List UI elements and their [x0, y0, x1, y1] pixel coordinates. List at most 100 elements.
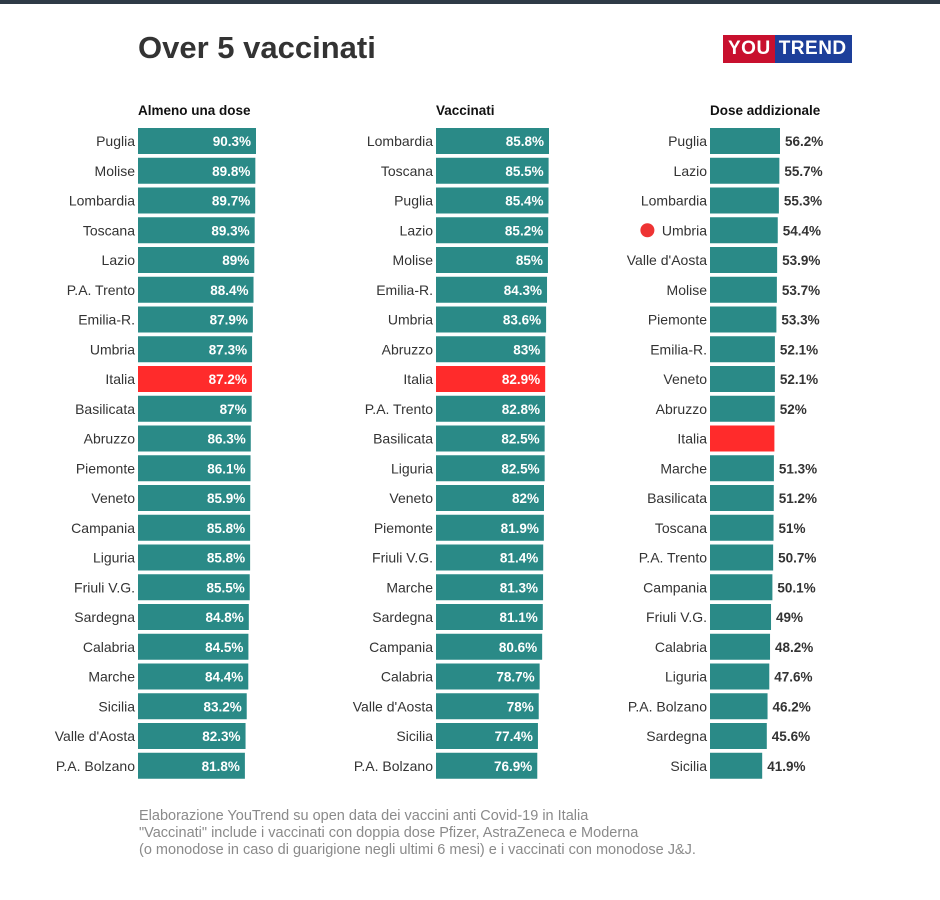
category-label-abruzzo: Abruzzo: [382, 341, 434, 357]
category-label-piemonte: Piemonte: [648, 312, 707, 328]
category-label-lazio: Lazio: [102, 252, 136, 268]
category-label-veneto: Veneto: [663, 371, 707, 387]
bar-toscana: [710, 514, 774, 541]
value-label-veneto: 85.9%: [207, 491, 245, 506]
bar-campania: [436, 633, 543, 660]
bar-puglia: [138, 128, 256, 154]
value-label-umbria: 87.3%: [209, 342, 247, 357]
category-label-basilicata: Basilicata: [373, 431, 433, 447]
value-label-abruzzo: 86.3%: [207, 432, 245, 447]
value-label-valle-d-aosta: 82.3%: [202, 729, 240, 744]
youtrend-logo: YOU TREND: [723, 35, 852, 63]
value-label-calabria: 84.5%: [205, 640, 243, 655]
value-label-valle-d-aosta: 78%: [507, 699, 534, 714]
bar-lombardia: [138, 187, 256, 214]
value-label-lombardia: 85.8%: [506, 134, 544, 149]
category-label-lazio: Lazio: [674, 163, 708, 179]
bar-molise: [138, 157, 256, 184]
bar-emilia-r: [436, 276, 548, 303]
category-label-piemonte: Piemonte: [76, 460, 135, 476]
bar-calabria: [710, 633, 771, 660]
value-label-basilicata: 87%: [220, 402, 247, 417]
category-label-umbria: Umbria: [662, 222, 707, 238]
value-label-sicilia: 41.9%: [767, 759, 805, 774]
bar-sardegna: [138, 604, 249, 630]
bar-sardegna: [710, 723, 767, 749]
value-label-p-a-trento: 88.4%: [210, 283, 248, 298]
value-label-lazio: 85.2%: [505, 223, 543, 238]
value-label-molise: 89.8%: [212, 164, 250, 179]
category-label-calabria: Calabria: [83, 639, 135, 655]
bar-p-a-trento: [710, 544, 774, 571]
bar-veneto: [436, 485, 544, 511]
bar-p-a-bolzano: [138, 752, 245, 779]
value-label-marche: 84.4%: [205, 670, 243, 685]
highlight-dot-marker: [640, 223, 655, 238]
value-label-basilicata: 82.5%: [501, 432, 539, 447]
category-label-sicilia: Sicilia: [670, 758, 707, 774]
value-label-umbria: 83.6%: [503, 313, 541, 328]
bar-sicilia: [710, 752, 763, 779]
category-label-umbria: Umbria: [90, 341, 135, 357]
value-label-abruzzo: 52%: [780, 402, 807, 417]
footnote-line-1: Elaborazione YouTrend su open data dei v…: [139, 808, 589, 824]
category-label-emilia-r: Emilia-R.: [376, 282, 433, 298]
category-label-friuli-v-g: Friuli V.G.: [372, 550, 433, 566]
top-border: [0, 0, 940, 4]
bar-lombardia: [436, 128, 549, 154]
value-label-sardegna: 84.8%: [206, 610, 244, 625]
value-label-friuli-v-g: 85.5%: [206, 580, 244, 595]
category-label-veneto: Veneto: [389, 490, 433, 506]
bar-friuli-v-g: [138, 574, 250, 601]
bar-italia: [138, 366, 252, 392]
bar-sicilia: [436, 723, 538, 749]
bar-emilia-r: [138, 306, 253, 333]
value-label-calabria: 48.2%: [775, 640, 813, 655]
chart-title-dose-addizionale: Dose addizionale: [710, 103, 821, 118]
category-label-emilia-r: Emilia-R.: [78, 312, 135, 328]
value-label-sicilia: 83.2%: [203, 699, 241, 714]
value-label-p-a-bolzano: 81.8%: [202, 759, 240, 774]
value-label-emilia-r: 84.3%: [504, 283, 542, 298]
bar-piemonte: [138, 455, 251, 482]
bar-molise: [436, 247, 548, 273]
category-label-molise: Molise: [667, 282, 708, 298]
bar-p-a-bolzano: [436, 752, 538, 779]
category-label-marche: Marche: [88, 669, 135, 685]
page-title: Over 5 vaccinati: [138, 30, 376, 65]
bar-valle-d-aosta: [436, 693, 539, 720]
bar-veneto: [710, 366, 775, 392]
bar-friuli-v-g: [436, 544, 544, 571]
value-label-lazio: 55.7%: [784, 164, 822, 179]
bar-marche: [138, 663, 249, 690]
bar-puglia: [710, 128, 780, 154]
bar-emilia-r: [710, 336, 775, 363]
bar-italia: [710, 425, 775, 452]
category-label-basilicata: Basilicata: [75, 401, 135, 417]
bar-abruzzo: [138, 425, 251, 452]
category-label-italia: Italia: [105, 371, 135, 387]
bar-p-a-trento: [138, 276, 254, 303]
category-label-toscana: Toscana: [655, 520, 707, 536]
value-label-lombardia: 89.7%: [212, 194, 250, 209]
value-label-p-a-trento: 50.7%: [778, 551, 816, 566]
value-label-abruzzo: 83%: [513, 342, 540, 357]
value-label-campania: 85.8%: [207, 521, 245, 536]
category-label-basilicata: Basilicata: [647, 490, 707, 506]
value-label-puglia: 90.3%: [213, 134, 251, 149]
category-label-campania: Campania: [643, 579, 707, 595]
category-label-lombardia: Lombardia: [69, 193, 135, 209]
category-label-valle-d-aosta: Valle d'Aosta: [353, 698, 433, 714]
value-label-calabria: 78.7%: [496, 670, 534, 685]
bar-sardegna: [436, 604, 543, 630]
value-label-valle-d-aosta: 53.9%: [782, 253, 820, 268]
category-label-p-a-trento: P.A. Trento: [639, 550, 707, 566]
category-label-liguria: Liguria: [93, 550, 135, 566]
category-label-emilia-r: Emilia-R.: [650, 341, 707, 357]
category-label-calabria: Calabria: [655, 639, 707, 655]
value-label-piemonte: 81.9%: [501, 521, 539, 536]
category-label-sardegna: Sardegna: [646, 728, 707, 744]
category-label-abruzzo: Abruzzo: [84, 431, 136, 447]
